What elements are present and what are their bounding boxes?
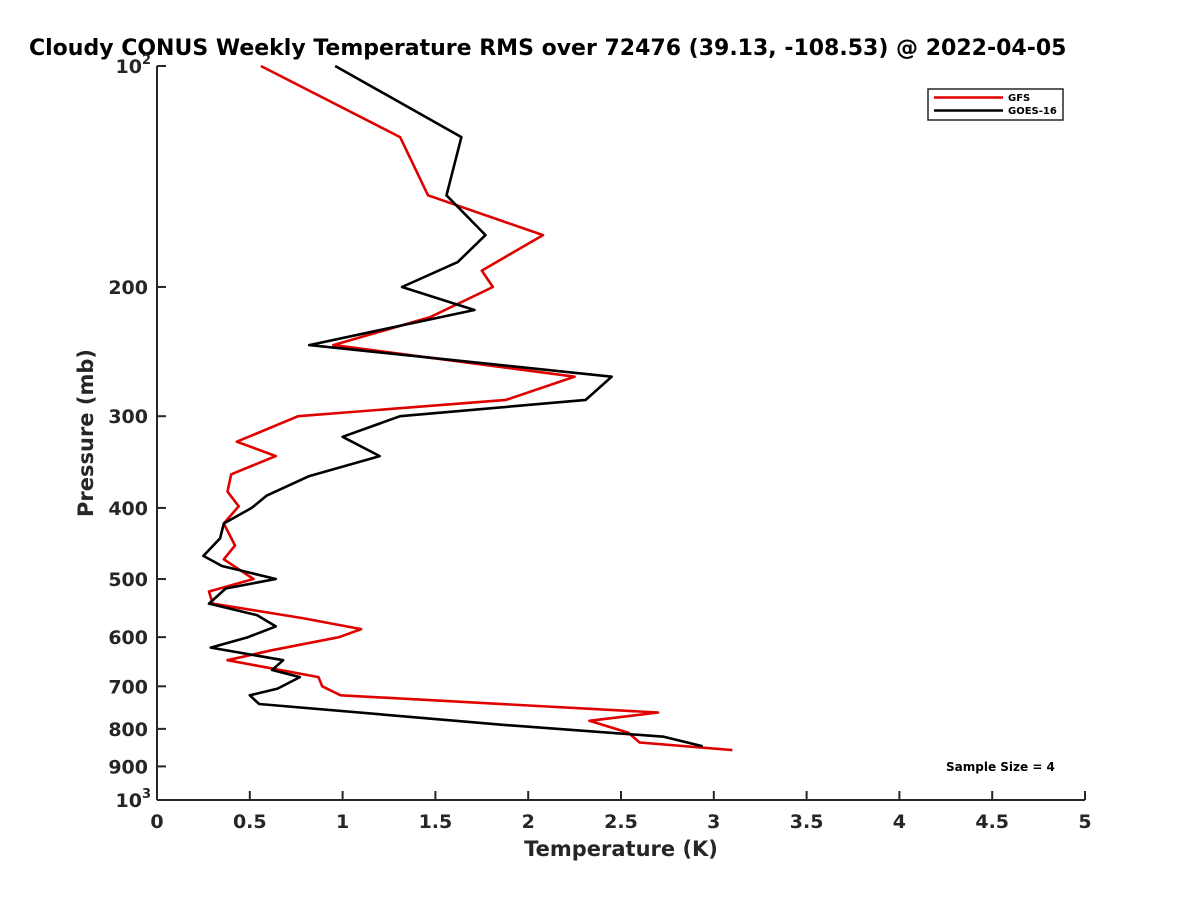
y-tick-label: 800 <box>108 719 148 741</box>
series-line-gfs <box>207 64 733 752</box>
x-axis-title: Temperature (K) <box>524 837 718 861</box>
x-tick-label: 2.5 <box>604 811 638 833</box>
legend-box <box>927 88 1064 121</box>
series-lines <box>202 64 733 752</box>
y-axis-title: Pressure (mb) <box>74 349 98 517</box>
sample-size-annotation: Sample Size = 4 <box>946 760 1055 774</box>
y-tick-label: 400 <box>108 498 148 520</box>
y-tick-label: 500 <box>108 569 148 591</box>
y-tick-label: 600 <box>108 627 148 649</box>
series-line-goes16 <box>202 64 704 748</box>
legend: GFS GOES-16 <box>927 88 1064 121</box>
y-tick-label: 700 <box>108 676 148 698</box>
legend-label-gfs: GFS <box>1008 93 1030 104</box>
plot-axes <box>156 66 1085 801</box>
x-tick-label: 0.5 <box>233 811 267 833</box>
x-tick-label: 0 <box>150 811 163 833</box>
y-tick-label: 300 <box>108 406 148 428</box>
y-axis-ticks: 102 200 300 400 500 600 700 800 900 103 <box>108 53 166 812</box>
x-tick-label: 1.5 <box>419 811 453 833</box>
legend-label-goes16: GOES-16 <box>1008 106 1057 117</box>
x-axis-ticks: 0 0.5 1 1.5 2 2.5 3 3.5 4 4.5 5 <box>150 791 1092 833</box>
x-tick-label: 3.5 <box>790 811 824 833</box>
y-tick-label: 103 <box>116 787 152 812</box>
y-tick-label: 900 <box>108 756 148 778</box>
x-tick-label: 1 <box>336 811 349 833</box>
y-tick-label: 102 <box>116 53 152 78</box>
x-tick-label: 4 <box>893 811 906 833</box>
x-tick-label: 2 <box>522 811 535 833</box>
x-tick-label: 3 <box>707 811 720 833</box>
x-tick-label: 5 <box>1078 811 1091 833</box>
chart-title: Cloudy CONUS Weekly Temperature RMS over… <box>29 36 1066 61</box>
y-tick-label: 200 <box>108 277 148 299</box>
x-tick-label: 4.5 <box>975 811 1009 833</box>
